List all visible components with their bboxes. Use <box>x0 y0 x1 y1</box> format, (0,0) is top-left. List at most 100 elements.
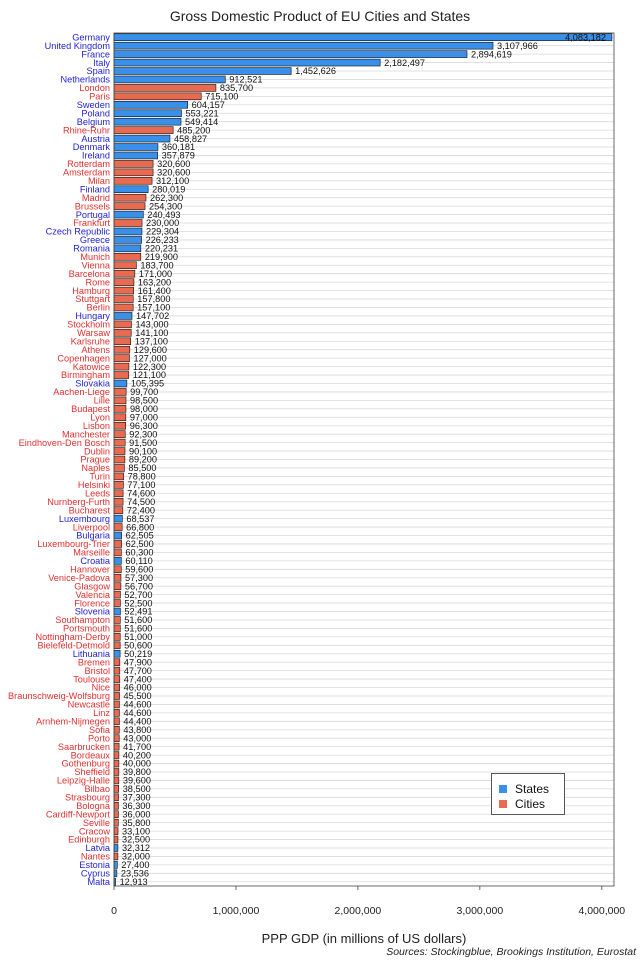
value-label: 38,500 <box>123 784 151 794</box>
category-label: Helsinki <box>78 480 110 490</box>
bar <box>113 193 147 202</box>
bar <box>113 675 121 683</box>
category-label: Prague <box>80 455 110 465</box>
category-label: Slovenia <box>75 607 111 617</box>
bar <box>113 768 120 776</box>
category-label: Bulgaria <box>76 531 111 541</box>
category-label: Southampton <box>55 615 110 625</box>
value-label: 147,702 <box>136 311 169 321</box>
category-label: Seville <box>83 818 110 828</box>
bar <box>113 67 292 75</box>
bar <box>113 582 122 590</box>
value-label: 183,700 <box>140 260 173 270</box>
value-label: 122,300 <box>133 362 166 372</box>
bar <box>113 802 119 810</box>
category-label: Ireland <box>82 151 110 161</box>
source-note: Sources: Stockingblue, Brookings Institu… <box>386 946 636 958</box>
value-label: 52,500 <box>124 598 152 608</box>
bar <box>113 649 121 658</box>
bar <box>113 861 118 869</box>
category-label: Finland <box>80 184 110 194</box>
value-label: 254,300 <box>149 201 182 211</box>
bar <box>113 666 121 675</box>
value-label: 43,000 <box>123 733 151 743</box>
bar <box>113 261 137 270</box>
bar <box>113 329 132 337</box>
category-label: Dublin <box>84 446 110 456</box>
bar <box>113 852 119 861</box>
value-label: 32,312 <box>122 843 150 853</box>
value-label: 320,600 <box>157 159 190 169</box>
bar <box>113 548 122 557</box>
category-label: Toulouse <box>73 674 110 684</box>
category-label: Athens <box>81 345 110 355</box>
category-label: Aachen-Liege <box>53 387 110 397</box>
x-tick-label: 4,000,000 <box>578 905 625 917</box>
bar <box>113 143 159 151</box>
category-label: Naples <box>81 463 110 473</box>
value-label: 127,000 <box>133 353 166 363</box>
bar <box>113 818 119 827</box>
x-tick-label: 3,000,000 <box>456 905 503 917</box>
value-label: 52,700 <box>124 590 152 600</box>
category-label: Vienna <box>82 260 111 270</box>
value-label: 32,500 <box>122 835 150 845</box>
category-label: Hamburg <box>72 286 110 296</box>
value-label: 161,400 <box>138 286 171 296</box>
value-label: 549,414 <box>185 117 218 127</box>
axis-layer: Germany 4,083,182 United Kingdom 3,107,966 F… <box>8 32 625 917</box>
value-label: 62,500 <box>126 539 154 549</box>
value-label: 163,200 <box>138 277 171 287</box>
bar <box>113 253 142 261</box>
value-label: 604,157 <box>192 100 225 110</box>
value-label: 85,500 <box>128 463 156 473</box>
value-label: 35,800 <box>122 818 150 828</box>
bar <box>113 709 120 717</box>
bar <box>113 506 124 514</box>
bar <box>113 725 120 734</box>
bar <box>113 269 136 278</box>
category-label: Venice-Padova <box>48 573 111 583</box>
category-label: Nantes <box>81 852 111 862</box>
category-label: Rhine-Ruhr <box>63 125 110 135</box>
value-label: 96,300 <box>130 421 158 431</box>
bar <box>113 641 121 650</box>
category-label: Malta <box>88 877 111 887</box>
bar <box>113 379 128 388</box>
category-label: Barcelona <box>69 269 111 279</box>
x-tick-label: 1,000,000 <box>213 905 260 917</box>
bar <box>113 286 134 295</box>
value-label: 157,100 <box>137 303 170 313</box>
category-label: Nice <box>92 683 110 693</box>
legend-item-cities: Cities <box>499 796 546 811</box>
category-label: Czech Republic <box>46 227 111 237</box>
value-label: 74,600 <box>127 488 155 498</box>
value-label: 50,219 <box>124 649 152 659</box>
category-label: Croatia <box>80 556 111 566</box>
category-label: Denmark <box>73 142 111 152</box>
bar <box>113 844 119 852</box>
bar <box>113 320 132 329</box>
category-label: Florence <box>74 598 110 608</box>
bar <box>113 607 121 616</box>
bar <box>113 692 120 700</box>
bar <box>113 514 123 523</box>
category-label: Sweden <box>77 100 110 110</box>
category-label: Poland <box>81 108 110 118</box>
legend-label-cities: Cities <box>515 796 546 811</box>
value-label: 27,400 <box>121 860 149 870</box>
bar <box>113 464 125 472</box>
bar <box>113 126 174 134</box>
bar <box>113 244 142 253</box>
value-label: 715,100 <box>205 92 238 102</box>
plot-frame <box>113 32 615 887</box>
bar <box>113 785 119 793</box>
category-label: Austria <box>81 134 110 144</box>
value-label: 1,452,626 <box>295 66 336 76</box>
bar <box>113 624 121 633</box>
bar <box>113 227 143 236</box>
value-label: 229,304 <box>146 227 179 237</box>
category-label: France <box>81 49 110 59</box>
value-label: 77,100 <box>127 480 155 490</box>
